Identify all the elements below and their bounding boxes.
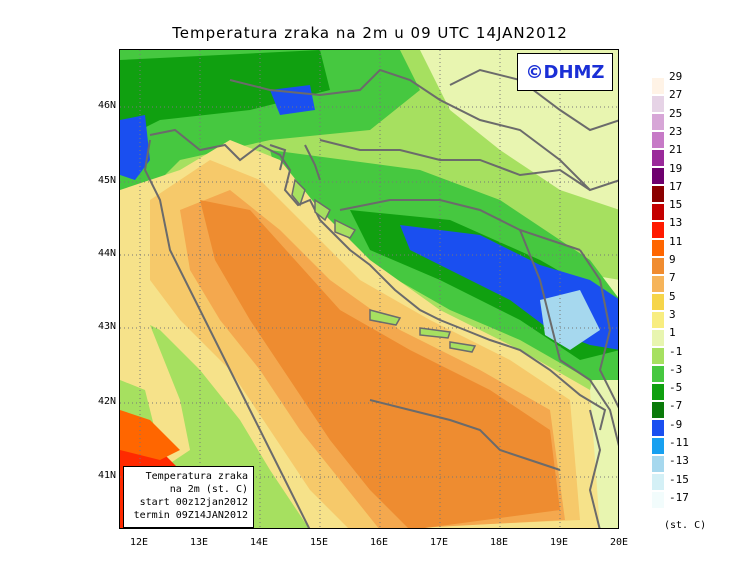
colorbar-label: 27	[669, 88, 683, 102]
lon-label-13e: 13E	[189, 537, 209, 548]
info-line-1: Temperatura zraka	[145, 471, 248, 482]
dhmz-logo: ©DHMZ	[517, 53, 613, 91]
lat-label-44n: 44N	[97, 248, 116, 259]
colorbar-label: 5	[669, 289, 676, 303]
colorbar-swatch	[651, 437, 665, 455]
land-coldest-alps	[120, 115, 150, 180]
colorbar-swatch	[651, 185, 665, 203]
colorbar-label: 17	[669, 179, 683, 193]
colorbar-label: 19	[669, 161, 683, 175]
lon-label-19e: 19E	[549, 537, 569, 548]
lon-label-16e: 16E	[369, 537, 389, 548]
colorbar-swatch	[651, 221, 665, 239]
colorbar-label: 9	[669, 253, 676, 266]
colorbar-unit: (st. C)	[664, 520, 707, 531]
info-line-2: na 2m (st. C)	[169, 484, 248, 495]
coastlines	[143, 128, 607, 528]
borders	[229, 68, 618, 528]
colorbar-swatch	[651, 329, 665, 347]
colorbar-swatch	[651, 365, 665, 383]
colorbar-swatch	[651, 455, 665, 473]
colorbar-label: -5	[669, 381, 683, 395]
colorbar-label: 21	[669, 143, 683, 157]
lat-label-46n: 46N	[97, 100, 116, 111]
land-colder-north	[120, 50, 330, 140]
colorbar-swatch	[651, 491, 665, 509]
colorbar-label: -11	[669, 436, 689, 449]
colorbar-label: -7	[669, 399, 683, 413]
info-line-4: termin 09Z14JAN2012	[133, 510, 248, 521]
colorbar-label: 25	[669, 106, 683, 120]
colorbar-label: 7	[669, 271, 676, 285]
graticule	[120, 50, 618, 528]
colorbar-swatch	[651, 257, 665, 275]
land-italy-hot-edge	[120, 410, 180, 460]
colorbar-swatch	[651, 239, 665, 257]
colorbar-label: 3	[669, 307, 676, 321]
colorbar-swatch	[651, 131, 665, 149]
info-box: Temperatura zraka na 2m (st. C) start 00…	[123, 466, 254, 528]
islands	[291, 178, 477, 353]
colorbar-swatch	[651, 347, 665, 365]
colorbar-label: 1	[669, 326, 676, 340]
lon-label-18e: 18E	[489, 537, 509, 548]
colorbar-swatch	[651, 275, 665, 293]
colorbar-swatch	[651, 401, 665, 419]
colorbar-swatch	[651, 77, 665, 95]
lat-label-45n: 45N	[97, 175, 116, 186]
colorbar-swatch	[651, 473, 665, 491]
colorbar-swatch	[651, 113, 665, 131]
colorbar-swatch	[651, 311, 665, 329]
colorbar-swatch	[651, 95, 665, 113]
lon-label-15e: 15E	[309, 537, 329, 548]
colorbar-label: -9	[669, 417, 683, 431]
sea-deep	[200, 200, 560, 528]
land-very-cold-patch	[540, 290, 600, 350]
lon-label-12e: 12E	[129, 537, 149, 548]
colorbar-label: 15	[669, 198, 683, 212]
colorbar-swatch	[651, 149, 665, 167]
colorbar-label: 29	[669, 70, 683, 83]
map-title: Temperatura zraka na 2m u 09 UTC 14JAN20…	[172, 24, 568, 42]
colorbar-label: 11	[669, 234, 683, 248]
colorbar-swatch	[651, 419, 665, 437]
lat-label-41n: 41N	[97, 470, 116, 481]
lat-label-42n: 42N	[97, 396, 116, 407]
colorbar-label: -13	[669, 454, 689, 468]
colorbar-swatch	[651, 383, 665, 401]
lon-label-14e: 14E	[249, 537, 269, 548]
colorbar-label: 23	[669, 124, 683, 138]
colorbar-swatch	[651, 167, 665, 185]
lon-label-17e: 17E	[429, 537, 449, 548]
lon-label-20e: 20E	[609, 537, 629, 548]
colorbar-label: -17	[669, 490, 689, 504]
colorbar-swatch	[651, 203, 665, 221]
colorbar-swatch	[651, 293, 665, 311]
colorbar-label: 13	[669, 216, 683, 230]
info-line-3: start 00z12jan2012	[139, 497, 248, 508]
temperature-map	[119, 49, 619, 529]
colorbar-label: -1	[669, 344, 683, 358]
lat-label-43n: 43N	[97, 321, 116, 332]
colorbar	[651, 77, 669, 509]
colorbar-label: -3	[669, 362, 683, 376]
map-canvas	[120, 50, 618, 528]
colorbar-label: -15	[669, 472, 689, 486]
